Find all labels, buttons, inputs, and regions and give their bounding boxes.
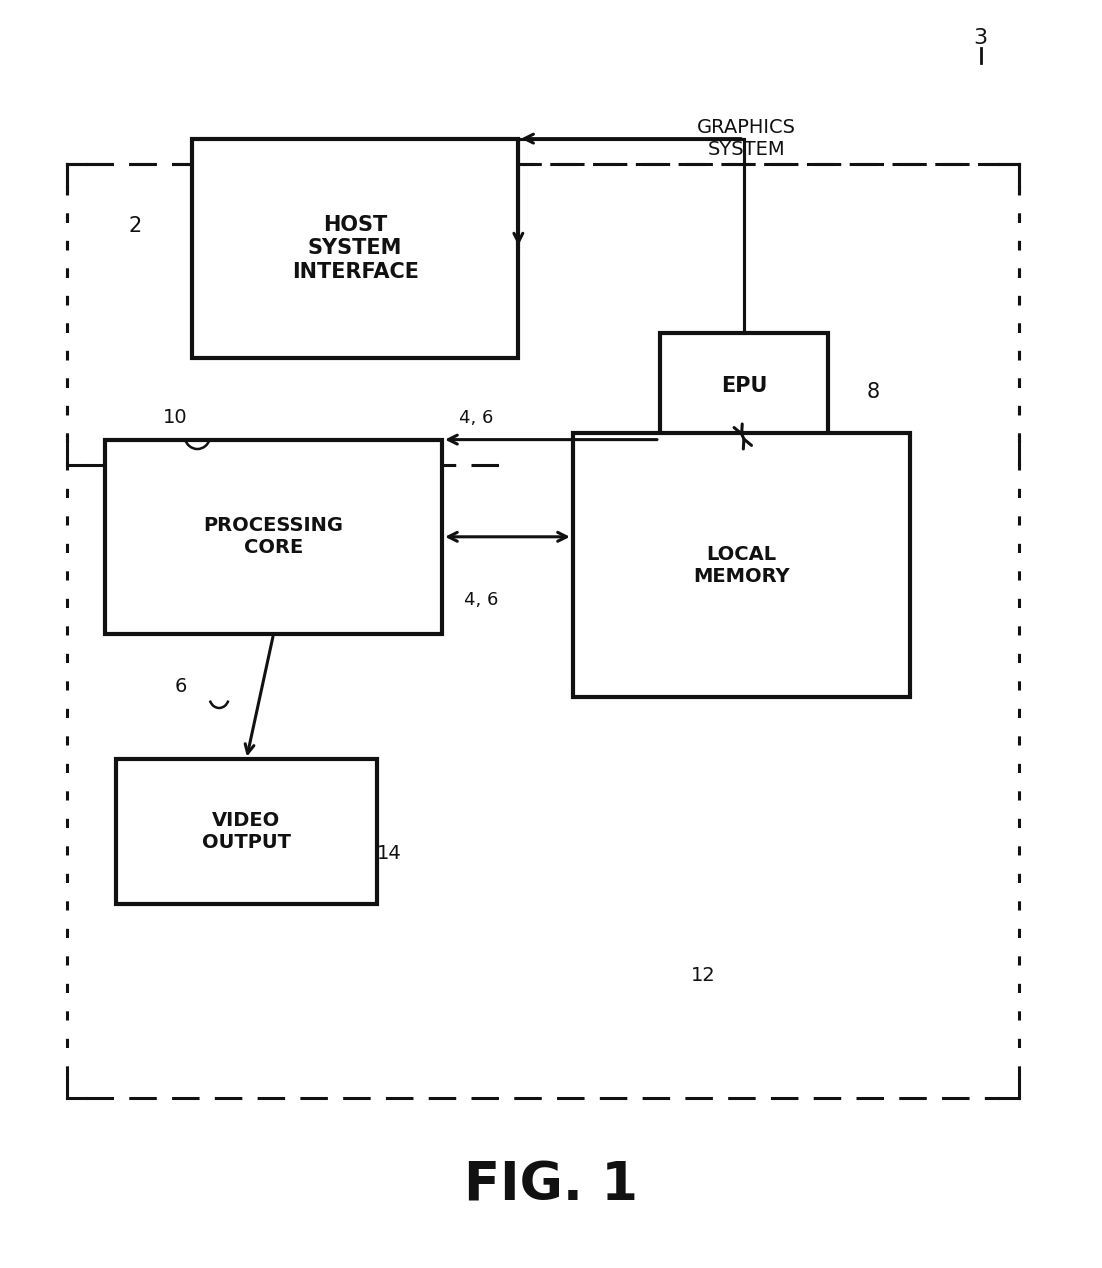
Text: 8: 8 (866, 382, 879, 402)
Text: VIDEO
OUTPUT: VIDEO OUTPUT (202, 812, 291, 852)
Text: LOCAL
MEMORY: LOCAL MEMORY (693, 544, 790, 586)
Text: GRAPHICS
SYSTEM: GRAPHICS SYSTEM (698, 118, 797, 158)
Bar (660, 333, 829, 440)
Text: 3: 3 (974, 28, 987, 48)
Text: 4, 6: 4, 6 (458, 410, 493, 427)
Text: HOST
SYSTEM
INTERFACE: HOST SYSTEM INTERFACE (292, 216, 419, 281)
Bar (573, 434, 910, 696)
Text: FIG. 1: FIG. 1 (464, 1160, 638, 1212)
Text: 10: 10 (163, 407, 188, 426)
Text: PROCESSING
CORE: PROCESSING CORE (204, 516, 344, 558)
Text: 6: 6 (175, 677, 187, 696)
Text: 12: 12 (691, 966, 715, 985)
Bar (105, 440, 442, 634)
Text: 4, 6: 4, 6 (464, 591, 498, 609)
Text: EPU: EPU (721, 377, 767, 397)
Bar (116, 760, 377, 904)
Bar (192, 138, 518, 358)
Text: 14: 14 (377, 844, 401, 864)
Text: 2: 2 (129, 217, 142, 236)
